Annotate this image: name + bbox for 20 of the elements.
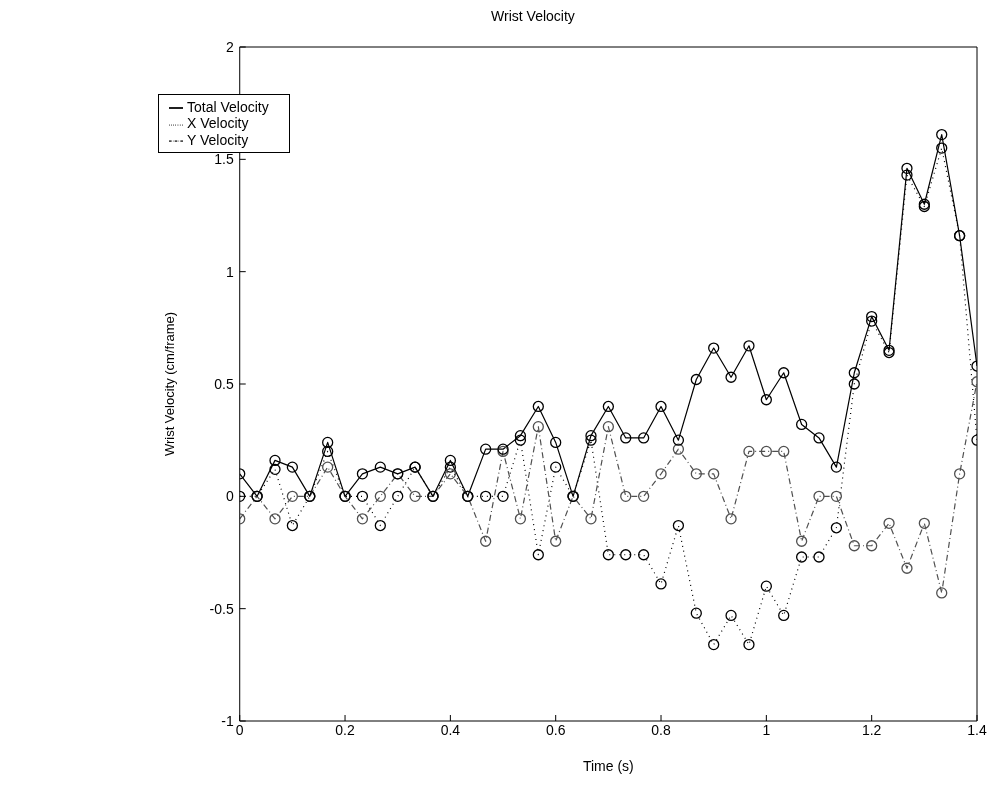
y-tick-label: -0.5: [209, 600, 234, 617]
x-tick-label: 0.6: [545, 721, 566, 738]
x-tick-label: 1.4: [967, 721, 987, 738]
y-tick-label: 0.5: [214, 375, 234, 392]
y-tick-label: 2: [225, 38, 234, 55]
x-tick-label: 0.2: [335, 721, 355, 738]
x-tick-label: 0.8: [651, 721, 671, 738]
y-axis-title: Wrist Velocity (cm/frame): [162, 311, 178, 457]
chart-title: Wrist Velocity: [490, 8, 576, 26]
y-tick-label: 0: [225, 488, 234, 505]
y-tick-label: 1: [225, 263, 234, 280]
y-tick-label: 1.5: [214, 151, 234, 168]
y-tick-label: -1: [221, 712, 234, 729]
x-tick-label: 1.2: [861, 721, 882, 738]
x-tick-label: 1: [762, 721, 771, 738]
x-axis-title: Time (s): [582, 758, 634, 774]
legend-label: Total Velocity: [187, 99, 269, 115]
legend-label: X Velocity: [187, 115, 249, 132]
legend-label: Y Velocity: [187, 131, 249, 148]
x-tick-label: 0.4: [440, 721, 461, 738]
